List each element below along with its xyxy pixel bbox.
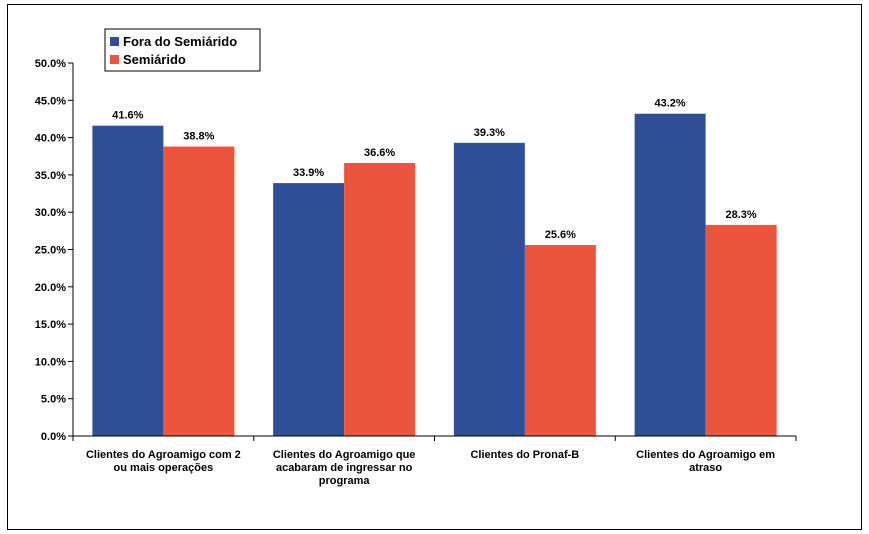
- data-label-1-2: 33.9%: [293, 167, 324, 179]
- y-tick-label: 5.0%: [41, 394, 66, 406]
- x-category-label-line: Clientes do Pronaf-B: [470, 449, 579, 461]
- legend: Fora do Semiárido Semiárido: [104, 28, 261, 72]
- x-category-label-1: Clientes do Agroamigo com 2 ou mais opera…: [86, 449, 241, 474]
- bar-chart: 0.0% 5.0% 10.0% 15.0% 20.0% 25.0% 30.0% 35.0% 40…: [35, 28, 797, 487]
- y-tick-label: 0.0%: [41, 431, 66, 443]
- x-category-label-line: ou mais operações: [114, 462, 214, 474]
- bar-2-2: [344, 162, 416, 437]
- bar-2-4: [705, 224, 777, 436]
- x-category-label-line: programa: [319, 475, 371, 487]
- y-tick-label: 10.0%: [35, 356, 66, 368]
- legend-label-1: Fora do Semiárido: [123, 34, 237, 49]
- y-tick-label: 15.0%: [35, 319, 66, 331]
- bar-1-4: [634, 113, 706, 436]
- data-label-1-1: 41.6%: [112, 110, 143, 122]
- data-label-2-4: 28.3%: [726, 209, 757, 221]
- y-tick-label: 40.0%: [35, 133, 66, 145]
- bar-1-3: [453, 142, 525, 436]
- x-category-label-4: Clientes do Agroamigo em atraso: [636, 449, 775, 474]
- legend-box: [104, 28, 261, 72]
- legend-label-2: Semiárido: [123, 52, 186, 67]
- x-category-label-line: Clientes do Agroamigo com 2: [86, 449, 241, 461]
- legend-swatch-1: [110, 37, 119, 46]
- data-label-2-1: 38.8%: [183, 131, 214, 143]
- y-tick-label: 25.0%: [35, 245, 66, 257]
- x-category-label-2: Clientes do Agroamigo que acabaram de ing…: [273, 449, 416, 487]
- data-label-2-2: 36.6%: [364, 147, 395, 159]
- y-tick-label: 35.0%: [35, 170, 66, 182]
- axes-layer: 0.0% 5.0% 10.0% 15.0% 20.0% 25.0% 30.0% 35.0% 40…: [35, 58, 797, 487]
- bar-2-1: [163, 146, 235, 436]
- x-category-label-line: Clientes do Agroamigo em: [636, 449, 775, 461]
- y-tick-label: 30.0%: [35, 207, 66, 219]
- x-category-label-line: atraso: [689, 462, 722, 474]
- x-category-label-3: Clientes do Pronaf-B: [470, 449, 579, 461]
- legend-swatch-2: [110, 55, 119, 64]
- bars-layer: [92, 113, 777, 437]
- data-label-1-3: 39.3%: [474, 127, 505, 139]
- data-label-1-4: 43.2%: [655, 98, 686, 110]
- labels-layer: 41.6% 38.8% 33.9% 36.6% 39.3% 25.6% 43.2% 28.3%: [112, 98, 757, 241]
- y-tick-label: 50.0%: [35, 58, 66, 70]
- y-tick-label: 20.0%: [35, 282, 66, 294]
- bar-1-1: [92, 125, 164, 436]
- y-tick-label: 45.0%: [35, 95, 66, 107]
- x-category-label-line: acabaram de ingressar no: [276, 462, 413, 474]
- x-category-label-line: Clientes do Agroamigo que: [273, 449, 416, 461]
- data-label-2-3: 25.6%: [545, 229, 576, 241]
- bar-2-3: [524, 245, 596, 436]
- bar-1-2: [273, 183, 345, 436]
- chart-frame: 0.0% 5.0% 10.0% 15.0% 20.0% 25.0% 30.0% 35.0% 40…: [7, 4, 862, 530]
